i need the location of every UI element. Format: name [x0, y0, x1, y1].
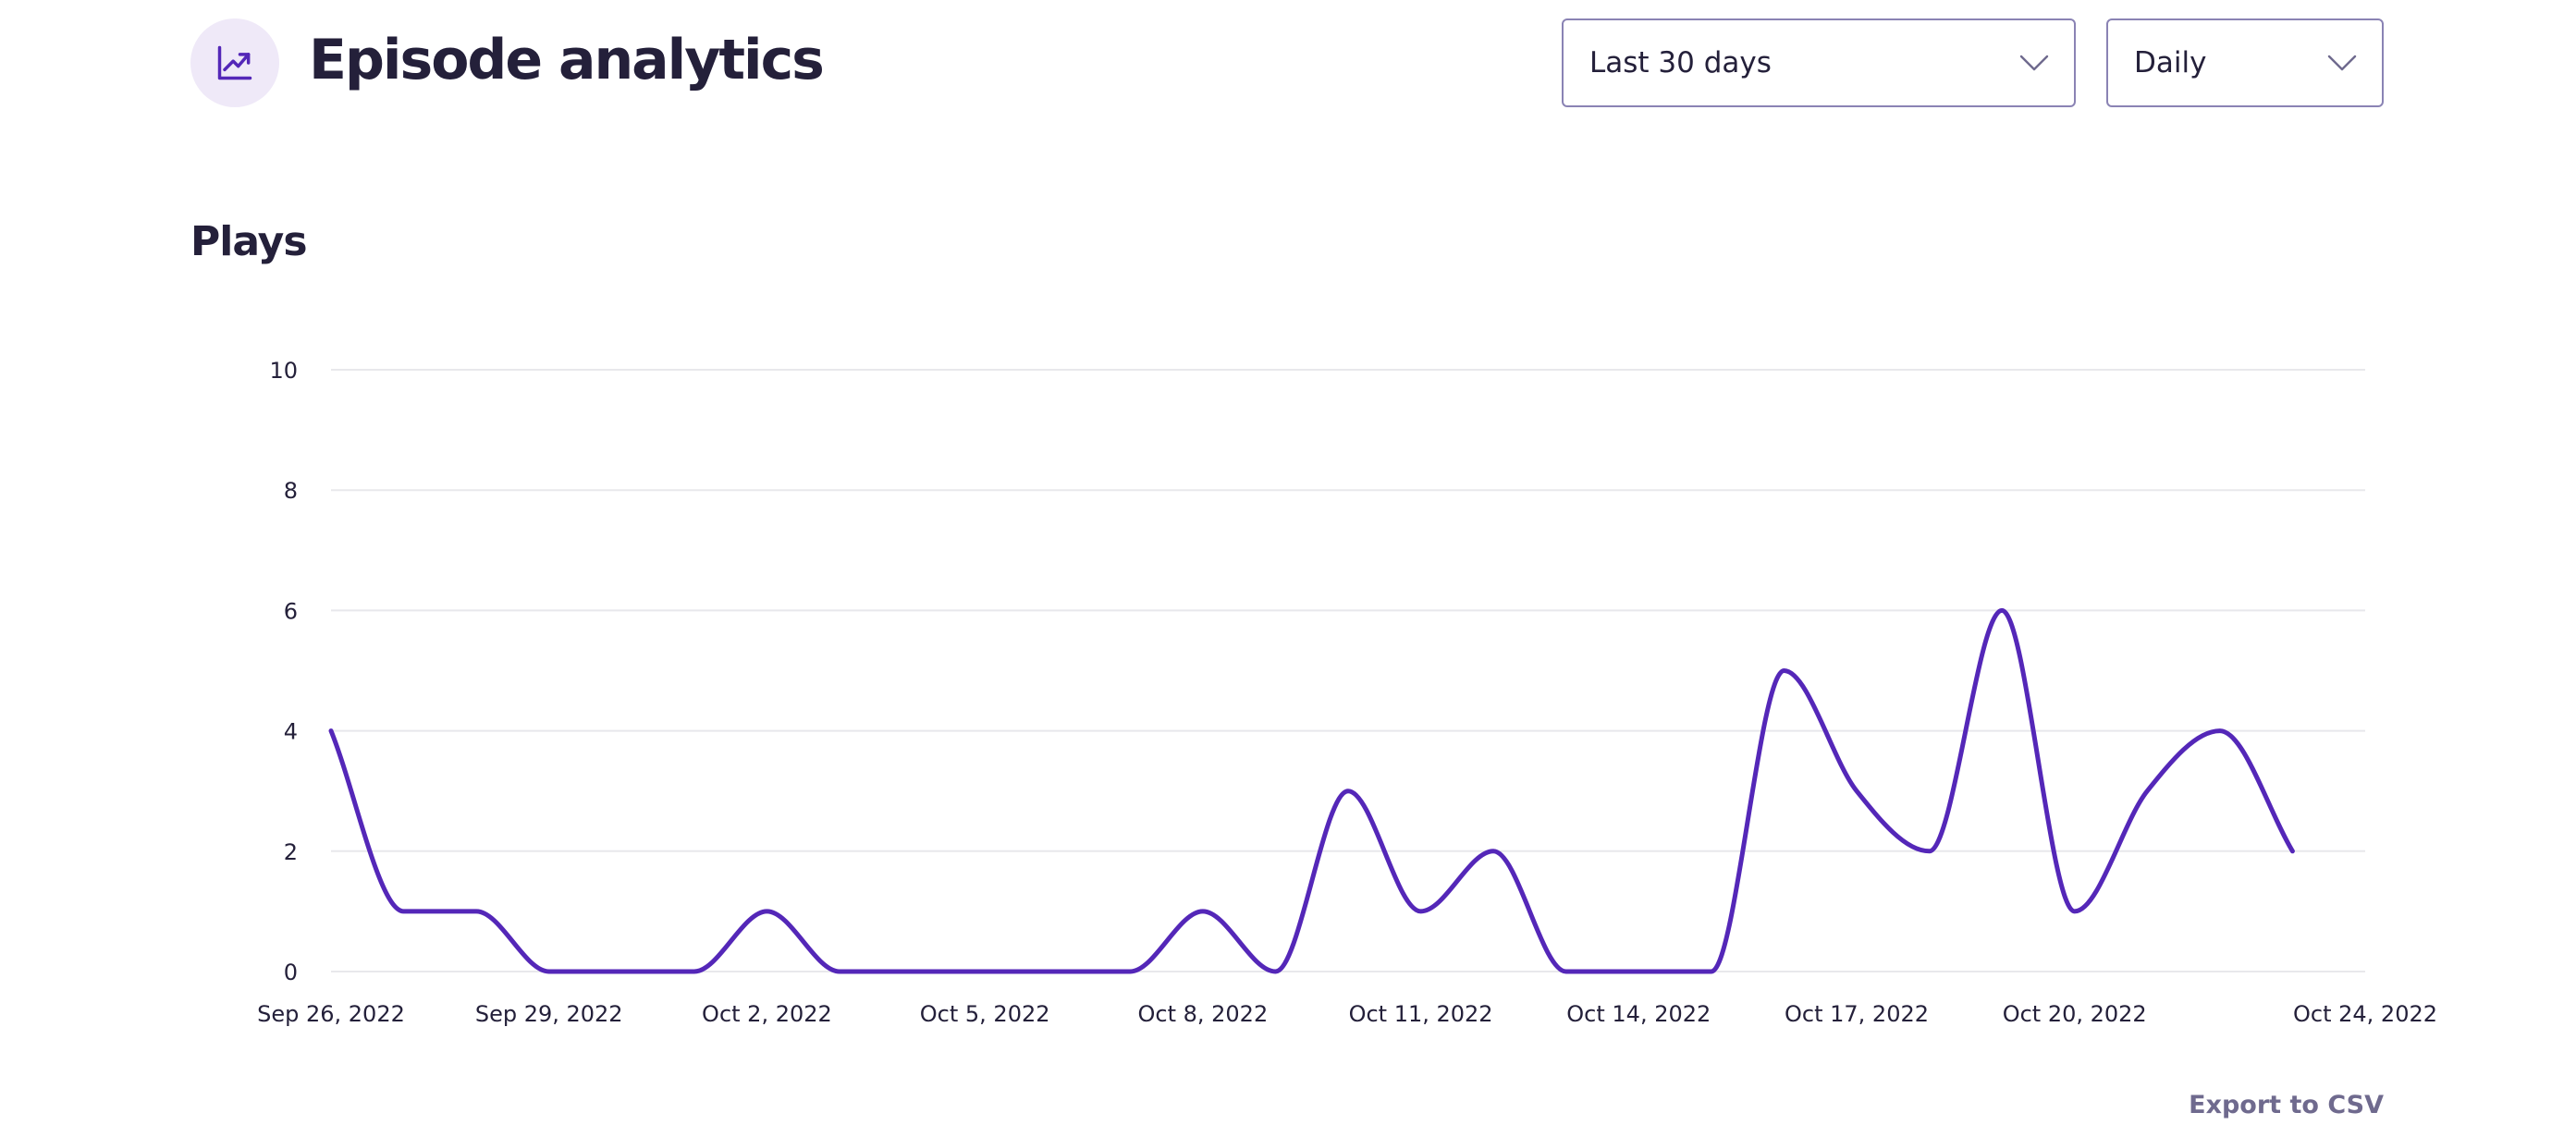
data-point [692, 969, 697, 974]
x-tick-label: Oct 5, 2022 [920, 1001, 1050, 1027]
data-point [1636, 969, 1641, 974]
x-tick-label: Oct 8, 2022 [1137, 1001, 1268, 1027]
data-point [1345, 789, 1351, 794]
data-point [764, 909, 769, 914]
data-point [1127, 969, 1133, 974]
data-point [1272, 969, 1278, 974]
x-tick-label: Oct 24, 2022 [2293, 1001, 2437, 1027]
trending-up-icon [190, 18, 279, 107]
y-tick-label: 0 [284, 960, 298, 985]
data-point [619, 969, 624, 974]
y-tick-label: 10 [269, 358, 298, 384]
chevron-down-icon [2019, 55, 2049, 71]
data-point [1564, 969, 1569, 974]
data-point [1418, 909, 1424, 914]
data-point [1709, 969, 1714, 974]
plays-line-chart: 0 2 4 6 8 10 Sep 26, 2022 Sep 29, 2022 Oct 2, 20… [257, 358, 2437, 1027]
x-tick-label: Sep 26, 2022 [257, 1001, 405, 1027]
export-csv-link[interactable]: Export to CSV [2189, 1091, 2384, 1119]
x-tick-label: Sep 29, 2022 [475, 1001, 623, 1027]
data-point [982, 969, 987, 974]
x-tick-label: Oct 14, 2022 [1566, 1001, 1711, 1027]
data-point [401, 909, 407, 914]
y-tick-label: 6 [284, 598, 298, 624]
data-point [2217, 728, 2223, 734]
plays-series-line [328, 607, 2295, 974]
data-point [546, 969, 552, 974]
data-point [1781, 668, 1786, 674]
x-tick-label: Oct 2, 2022 [702, 1001, 832, 1027]
data-point [910, 969, 915, 974]
data-point [328, 728, 334, 734]
x-tick-label: Oct 11, 2022 [1349, 1001, 1493, 1027]
data-point [1927, 849, 1932, 854]
y-tick-label: 8 [284, 478, 298, 504]
data-point [473, 909, 479, 914]
data-point [2144, 789, 2150, 794]
interval-select-value: Daily [2134, 46, 2207, 79]
data-point [2072, 909, 2078, 914]
interval-select[interactable]: Daily [2106, 18, 2384, 107]
section-title: Plays [190, 218, 308, 265]
x-tick-label: Oct 20, 2022 [2003, 1001, 2147, 1027]
data-point [1854, 789, 1859, 794]
data-point [837, 969, 842, 974]
data-point [1055, 969, 1061, 974]
data-point [1200, 909, 1206, 914]
data-point [2289, 849, 2295, 854]
y-tick-label: 4 [284, 719, 298, 745]
data-point [1999, 607, 2005, 613]
chevron-down-icon [2327, 55, 2357, 71]
date-range-select[interactable]: Last 30 days [1562, 18, 2076, 107]
x-tick-label: Oct 17, 2022 [1785, 1001, 1929, 1027]
data-point [1490, 849, 1496, 854]
page-title: Episode analytics [309, 28, 825, 92]
date-range-select-value: Last 30 days [1589, 46, 1772, 79]
y-tick-label: 2 [284, 839, 298, 865]
